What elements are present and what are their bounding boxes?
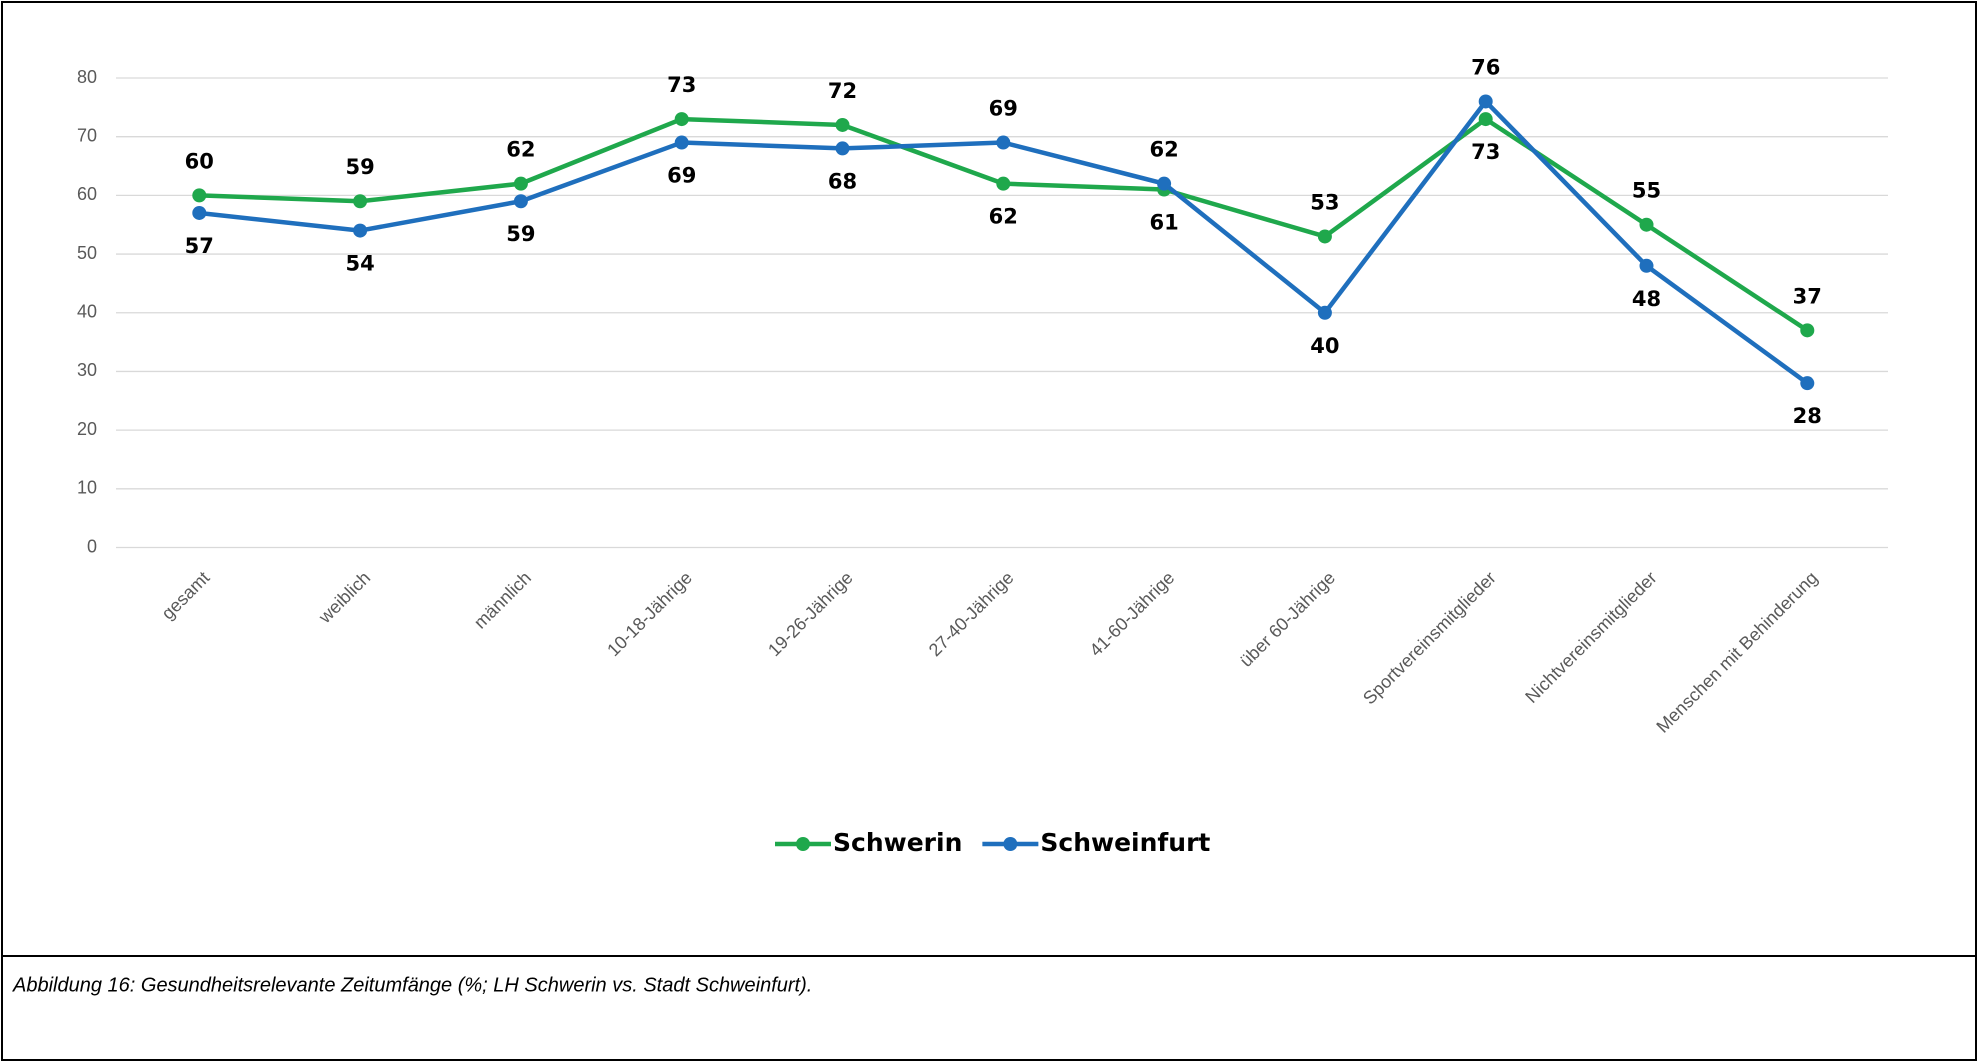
- data-point: [1317, 305, 1332, 320]
- data-label: 60: [185, 149, 214, 173]
- y-tick-label: 80: [77, 67, 97, 87]
- data-label: 72: [828, 79, 857, 103]
- data-label: 53: [1310, 190, 1339, 214]
- data-point: [835, 117, 850, 132]
- data-point: [674, 112, 689, 127]
- data-point: [353, 223, 368, 238]
- legend-marker: [796, 837, 810, 851]
- data-point: [192, 205, 207, 220]
- caption: Abbildung 16: Gesundheitsrelevante Zeitu…: [12, 974, 812, 996]
- data-point: [353, 194, 368, 209]
- y-tick-label: 60: [77, 184, 97, 204]
- y-tick-label: 20: [77, 419, 97, 439]
- data-label: 55: [1632, 179, 1661, 203]
- data-point: [996, 176, 1011, 191]
- data-point: [1800, 376, 1815, 391]
- data-label: 69: [667, 164, 696, 188]
- data-point: [1639, 258, 1654, 273]
- y-tick-label: 70: [77, 125, 97, 145]
- data-point: [835, 141, 850, 156]
- y-tick-label: 30: [77, 360, 97, 380]
- legend-label: Schweinfurt: [1040, 828, 1210, 857]
- data-label: 76: [1471, 55, 1500, 79]
- data-point: [674, 135, 689, 150]
- data-label: 59: [506, 222, 535, 246]
- data-label: 62: [989, 205, 1018, 229]
- data-label: 61: [1149, 211, 1178, 235]
- data-label: 59: [345, 155, 374, 179]
- data-label: 73: [667, 73, 696, 97]
- data-point: [1478, 94, 1493, 109]
- data-label: 62: [506, 138, 535, 162]
- data-label: 54: [345, 252, 374, 276]
- data-label: 40: [1310, 334, 1339, 358]
- data-point: [513, 176, 528, 191]
- y-tick-label: 40: [77, 302, 97, 322]
- data-label: 73: [1471, 140, 1500, 164]
- data-label: 48: [1632, 287, 1661, 311]
- data-label: 62: [1149, 138, 1178, 162]
- data-label: 69: [989, 97, 1018, 121]
- data-point: [1800, 323, 1815, 338]
- y-tick-label: 10: [77, 478, 97, 498]
- y-tick-label: 50: [77, 243, 97, 263]
- data-point: [1639, 217, 1654, 232]
- data-point: [1157, 176, 1172, 191]
- data-label: 57: [185, 234, 214, 258]
- data-label: 37: [1793, 284, 1822, 308]
- data-label: 68: [828, 169, 857, 193]
- data-point: [192, 188, 207, 203]
- data-point: [996, 135, 1011, 150]
- data-point: [513, 194, 528, 209]
- data-label: 28: [1793, 404, 1822, 428]
- data-point: [1317, 229, 1332, 244]
- legend-label: Schwerin: [833, 828, 962, 857]
- y-tick-label: 0: [87, 536, 97, 556]
- data-point: [1478, 112, 1493, 127]
- legend-marker: [1003, 837, 1018, 851]
